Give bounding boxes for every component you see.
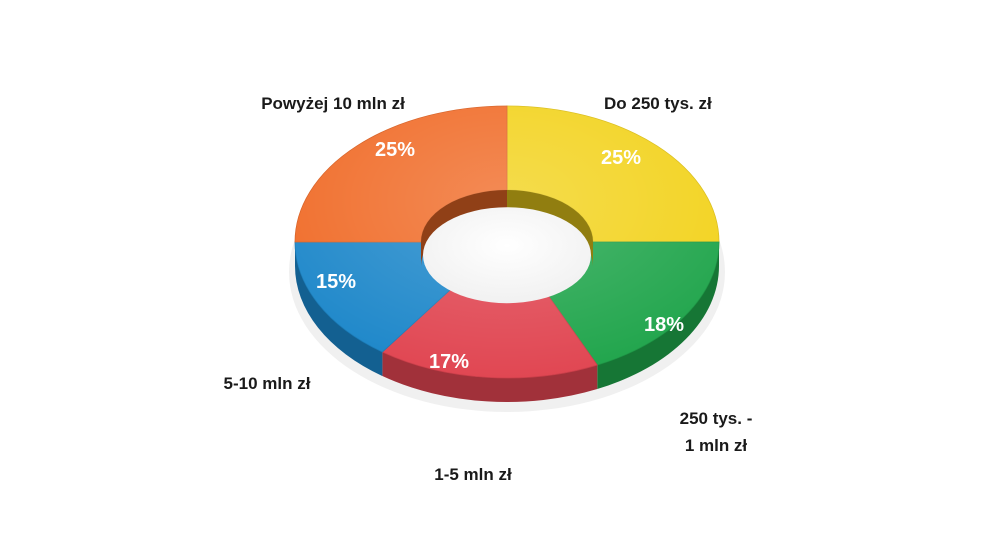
slice-label-4: Powyżej 10 mln zł [261, 94, 405, 113]
slice-value-label-2: 17% [429, 351, 469, 373]
slice-value-label-3: 15% [316, 271, 356, 293]
slice-value-label-0: 25% [601, 147, 641, 169]
slice-label-2: 1-5 mln zł [434, 465, 512, 484]
slice-label-1-line-2: 1 mln zł [685, 436, 748, 455]
donut-hole-opening [423, 207, 591, 304]
slice-value-label-4: 25% [375, 139, 415, 161]
slice-value-label-1: 18% [644, 314, 684, 336]
slice-label-3: 5-10 mln zł [224, 374, 311, 393]
donut-hole [421, 190, 593, 304]
slice-side-2 [382, 352, 598, 402]
slice-label-0: Do 250 tys. zł [604, 94, 712, 113]
slice-label-1-line-1: 250 tys. - [680, 409, 753, 428]
